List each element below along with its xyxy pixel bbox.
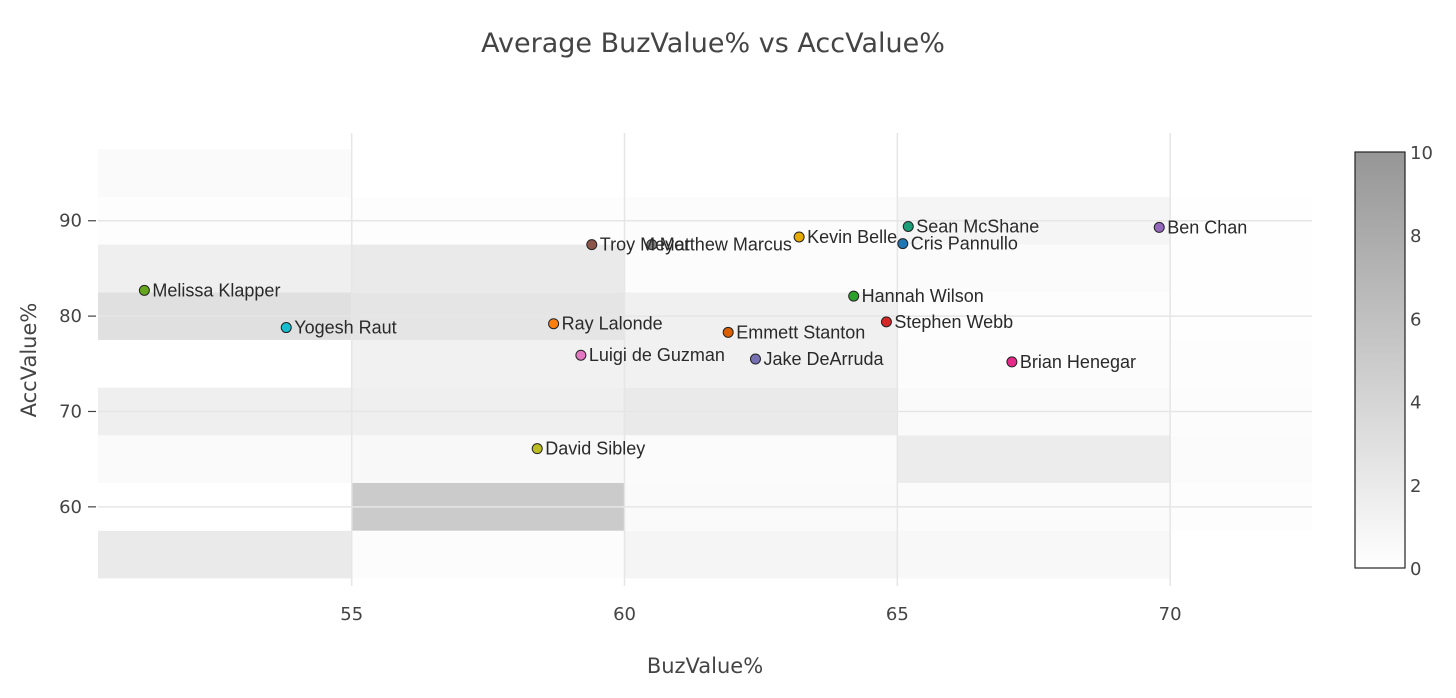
point-label: Matthew Marcus: [660, 235, 792, 255]
point-label: Sean McShane: [916, 216, 1039, 236]
heatmap-cell: [1170, 530, 1312, 579]
point-label: Stephen Webb: [894, 312, 1013, 332]
data-point: [902, 220, 914, 232]
heatmap-cell: [1170, 339, 1312, 388]
heatmap-cell: [1170, 244, 1312, 293]
data-point: [880, 316, 892, 328]
x-tick-label: 55: [340, 604, 363, 625]
grid-layer: [98, 133, 1312, 586]
heatmap-cell: [351, 339, 625, 388]
heatmap-cell: [897, 339, 1171, 388]
heatmap-cell: [624, 149, 898, 197]
heatmap-cell: [897, 530, 1171, 579]
data-point: [138, 284, 150, 296]
point-label: David Sibley: [545, 439, 645, 459]
data-point: [897, 238, 909, 250]
heatmap-cell: [1170, 149, 1312, 197]
data-point: [531, 443, 543, 455]
tick-layer: 55 60 65 70 60 70 80 90: [59, 211, 1181, 625]
point-label: Brian Henegar: [1020, 352, 1136, 372]
heatmap-cell: [351, 435, 625, 484]
colorbar-tick-label: 0: [1410, 559, 1421, 580]
heatmap-cell: [351, 530, 625, 579]
heatmap-cell: [351, 244, 625, 293]
data-point: [280, 322, 292, 334]
colorbar-tick-label: 4: [1410, 393, 1421, 414]
point-label: Cris Pannullo: [911, 234, 1018, 254]
point-label: Luigi de Guzman: [589, 345, 725, 365]
heatmap-cell: [624, 339, 898, 388]
point-label: Ben Chan: [1167, 217, 1247, 237]
heatmap-cell: [98, 339, 352, 388]
point-label: Hannah Wilson: [862, 286, 984, 306]
point-label: Yogesh Raut: [294, 318, 396, 338]
colorbar-tick-label: 2: [1410, 476, 1421, 497]
x-tick-label: 65: [886, 604, 909, 625]
heatmap-cell: [98, 244, 352, 293]
point-label: Melissa Klapper: [152, 280, 280, 300]
data-point: [548, 318, 560, 330]
y-axis-title: AccValue%: [17, 303, 41, 418]
point-label: Troy Meyer: [600, 235, 690, 255]
heatmap-cell: [624, 530, 898, 579]
data-point: [575, 349, 587, 361]
y-tick-label: 80: [59, 306, 82, 327]
colorbar-tick-label: 6: [1410, 309, 1421, 330]
chart-title: Average BuzValue% vs AccValue%: [481, 28, 945, 59]
point-label: Kevin Belle: [807, 227, 897, 247]
x-axis-title: BuzValue%: [647, 654, 763, 678]
point-labels-layer: Melissa Klapper Yogesh Raut Troy MeyerMatt…: [152, 216, 1247, 458]
heatmap-cell: [351, 149, 625, 197]
data-point: [646, 239, 658, 251]
point-label: Jake DeArruda: [763, 349, 884, 369]
point-label: Emmett Stanton: [736, 322, 865, 342]
heatmap-cell: [624, 435, 898, 484]
colorbar-ticks: 0 2 4 6 8 10: [1410, 143, 1433, 580]
colorbar: 0 2 4 6 8 10: [1354, 143, 1433, 580]
data-point: [749, 353, 761, 365]
data-point: [793, 231, 805, 243]
x-tick-label: 70: [1159, 604, 1182, 625]
data-point: [586, 239, 598, 251]
data-point: [1153, 221, 1165, 233]
data-point: [722, 326, 734, 338]
y-tick-label: 60: [59, 497, 82, 518]
heatmap-cell: [98, 530, 352, 579]
y-tick-label: 70: [59, 401, 82, 422]
data-point: [1006, 356, 1018, 368]
heatmap-cell: [624, 244, 898, 293]
heatmap-cell: [897, 435, 1171, 484]
points-layer: [138, 220, 1165, 455]
heatmap-cell: [1170, 435, 1312, 484]
heatmap-cell: [897, 244, 1171, 293]
heatmap-cell: [98, 435, 352, 484]
colorbar-tick-label: 8: [1410, 226, 1421, 247]
x-tick-label: 60: [613, 604, 636, 625]
point-label: Ray Lalonde: [562, 314, 663, 334]
data-point: [848, 290, 860, 302]
y-tick-label: 90: [59, 211, 82, 232]
colorbar-tick-label: 10: [1410, 143, 1433, 164]
heatmap-cell: [98, 149, 352, 197]
colorbar-gradient: [1354, 151, 1406, 569]
heatmap-cell: [897, 149, 1171, 197]
